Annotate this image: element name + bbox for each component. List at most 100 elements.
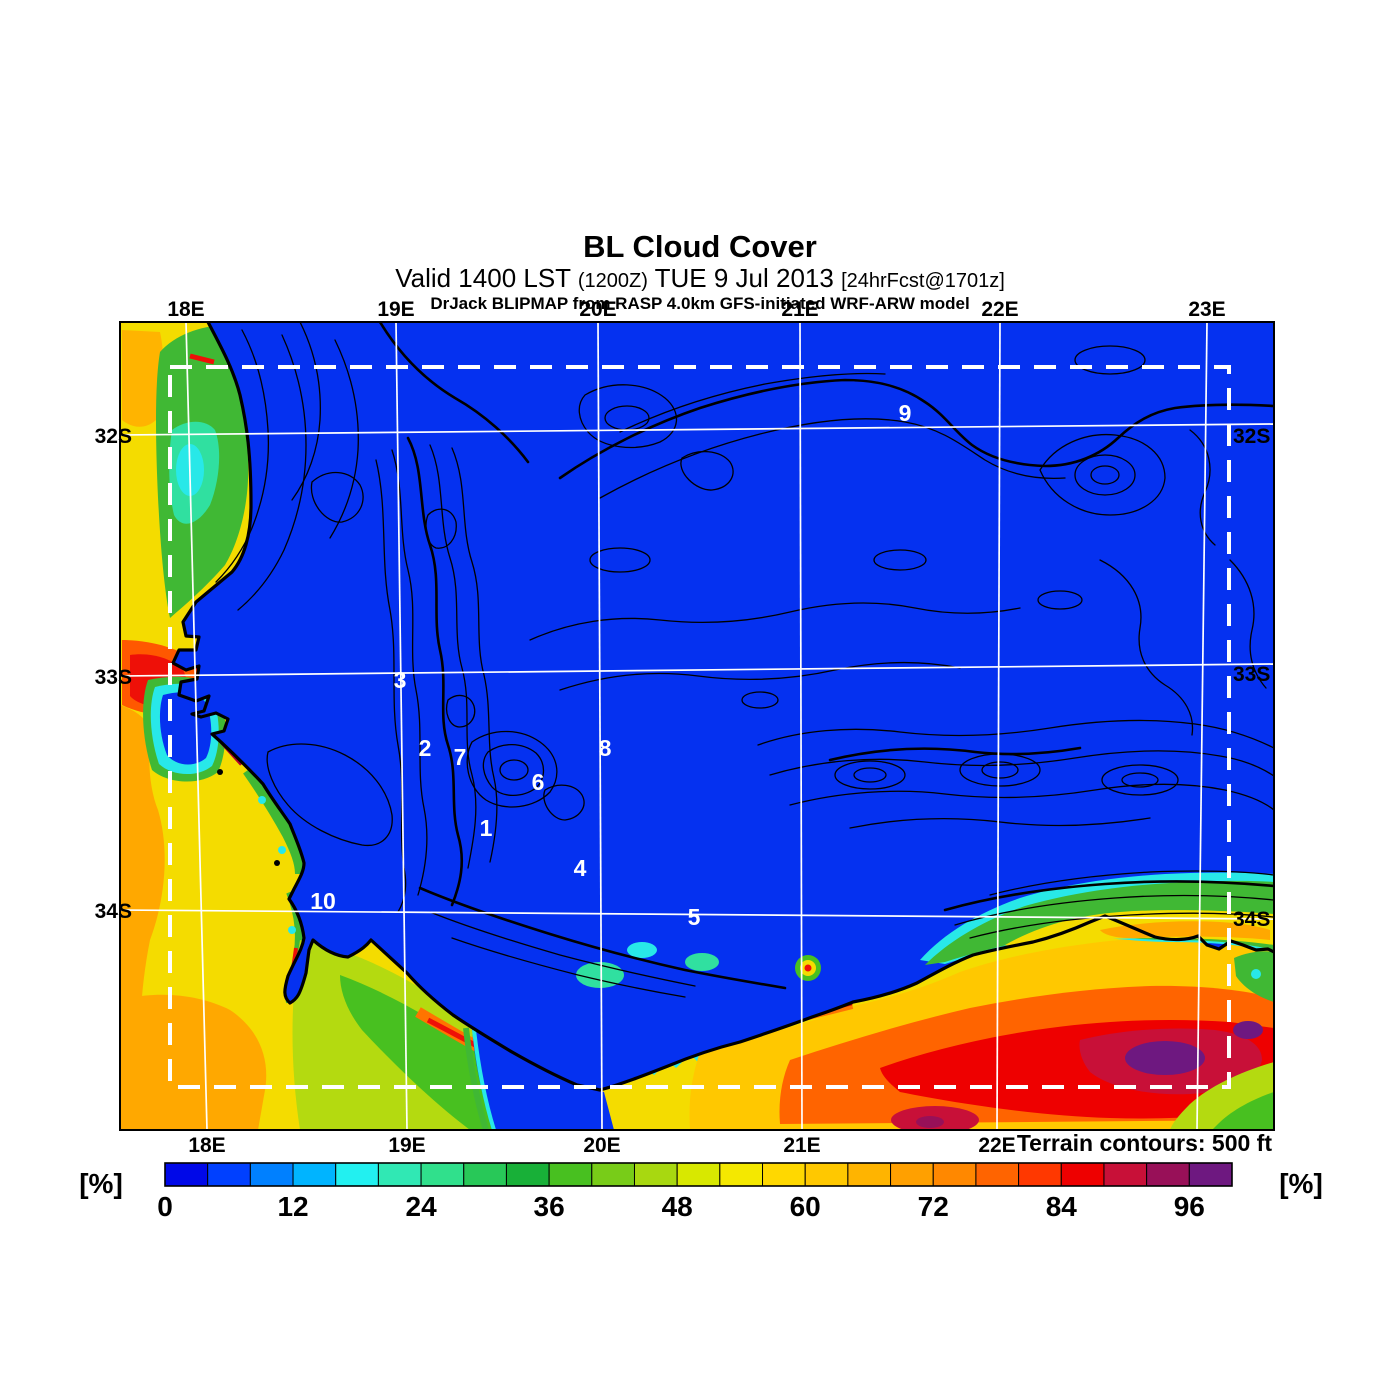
domain-boundary-box: [168, 365, 1231, 1089]
colorbar-tick-96: 96: [1174, 1191, 1205, 1222]
colorbar-tick-36: 36: [534, 1191, 565, 1222]
colorbar-tick-labels: 0 12 24 36 48 60 72 84 96: [157, 1191, 1205, 1222]
colorbar-cell: [1018, 1162, 1062, 1187]
colorbar-cell: [591, 1162, 635, 1187]
colorbar-tick-0: 0: [157, 1191, 173, 1222]
west-ocean-zones: [120, 325, 307, 1130]
island-dot: [274, 860, 280, 866]
site-number-3: 3: [394, 667, 407, 693]
axis-label-20E: 20E: [579, 298, 616, 321]
colorbar-cell: [633, 1162, 678, 1187]
axis-label-23E: 23E: [1188, 298, 1225, 321]
colorbar-cell: [762, 1162, 806, 1187]
gridline-19E: [395, 322, 408, 1130]
axis-label-18E: 18E: [167, 298, 204, 321]
gridline-32S: [120, 423, 1274, 436]
bottom-axis-labels: 18E 19E 20E 21E 22E: [188, 1134, 1015, 1157]
site-number-labels: 1 2 3 4 5 6 7 8 9 10: [310, 400, 911, 930]
axis-label-34S: 34S: [1233, 908, 1270, 931]
axis-label-34S: 34S: [95, 900, 132, 923]
colorbar-unit-left: [%]: [79, 1168, 123, 1199]
axis-label-33S: 33S: [1233, 663, 1270, 686]
colorbar-cell: [548, 1162, 593, 1187]
colorbar-cell: [975, 1162, 1020, 1187]
colorbar-cell: [890, 1162, 934, 1187]
colorbar-cell: [847, 1162, 892, 1187]
terrain-contours-note: Terrain contours: 500 ft: [1017, 1130, 1273, 1156]
island-dot: [217, 769, 223, 775]
colorbar-tick-24: 24: [406, 1191, 438, 1222]
colorbar-cell: [1146, 1162, 1190, 1187]
colorbar-unit-right: [%]: [1279, 1168, 1323, 1199]
gridline-34S: [120, 909, 1274, 920]
colorbar-cell: [335, 1162, 379, 1187]
axis-label-19E: 19E: [388, 1134, 425, 1157]
colorbar-tick-12: 12: [277, 1191, 308, 1222]
colorbar-cell: [804, 1162, 849, 1187]
left-axis-labels: 32S 33S 34S: [95, 425, 132, 923]
valid-zulu: (1200Z): [577, 270, 648, 293]
colorbar-tick-84: 84: [1046, 1191, 1078, 1222]
colorbar-tick-48: 48: [662, 1191, 693, 1222]
colorbar-cell: [505, 1162, 550, 1187]
forecast-tag: [24hrFcst@1701z]: [841, 270, 1005, 293]
top-axis-labels: 18E 19E 20E 21E 22E 23E: [167, 298, 1225, 321]
gridline-21E: [799, 322, 803, 1130]
gridline-20E: [597, 322, 603, 1130]
site-number-2: 2: [419, 735, 432, 761]
valid-date: TUE 9 Jul 2013: [654, 263, 834, 294]
colorbar-cell: [164, 1162, 209, 1187]
colorbar-cell: [207, 1162, 251, 1187]
axis-label-21E: 21E: [781, 298, 818, 321]
colorbar-border: [164, 1162, 1233, 1187]
axis-label-22E: 22E: [978, 1134, 1015, 1157]
axis-label-22E: 22E: [981, 298, 1018, 321]
colorbar-cell: [420, 1162, 465, 1187]
gridline-18E: [185, 322, 208, 1130]
colorbar-tick-72: 72: [918, 1191, 949, 1222]
colorbar-cell: [249, 1162, 294, 1187]
colorbar-cell: [377, 1162, 422, 1187]
gridline-23E: [1196, 322, 1208, 1130]
axis-label-19E: 19E: [377, 298, 414, 321]
gridline-22E: [996, 322, 1001, 1130]
site-number-4: 4: [574, 855, 587, 881]
site-number-6: 6: [532, 769, 545, 795]
page-title: BL Cloud Cover: [583, 229, 817, 264]
colorbar-cell: [719, 1162, 764, 1187]
coastline: [171, 322, 1274, 1092]
site-number-8: 8: [599, 735, 612, 761]
southwest-ocean-zones: [292, 940, 706, 1130]
colorbar-cell: [463, 1162, 507, 1187]
colorbar-cell: [1188, 1162, 1233, 1187]
model-line: DrJack BLIPMAP from RASP 4.0km GFS-initi…: [430, 294, 970, 314]
terrain-contours: [215, 322, 1274, 998]
title-block: BL Cloud Cover Valid 1400 LST (1200Z) TU…: [0, 230, 1400, 313]
colorbar-cell: [932, 1162, 977, 1187]
axis-label-32S: 32S: [1233, 425, 1270, 448]
colorbar-cell: [1103, 1162, 1148, 1187]
site-number-1: 1: [480, 815, 493, 841]
graticule: [120, 322, 1274, 1130]
gridline-33S: [120, 663, 1274, 677]
colorbar-cell: [1060, 1162, 1105, 1187]
colorbar: [164, 1162, 1233, 1187]
colorbar-cell: [676, 1162, 721, 1187]
valid-time: Valid 1400 LST: [395, 263, 571, 294]
axis-label-32S: 32S: [95, 425, 132, 448]
site-number-9: 9: [899, 400, 912, 426]
axis-label-33S: 33S: [95, 666, 132, 689]
site-number-5: 5: [688, 904, 701, 930]
axis-label-20E: 20E: [583, 1134, 620, 1157]
colorbar-tick-60: 60: [790, 1191, 821, 1222]
valid-time-line: Valid 1400 LST (1200Z) TUE 9 Jul 2013 [2…: [0, 264, 1400, 293]
map-field: 1 2 3 4 5 6 7 8 9 10: [120, 322, 1274, 1130]
site-number-10: 10: [310, 888, 336, 914]
site-number-7: 7: [454, 744, 467, 770]
axis-label-18E: 18E: [188, 1134, 225, 1157]
right-axis-labels: 32S 33S 34S: [1233, 425, 1270, 931]
axis-label-21E: 21E: [783, 1134, 820, 1157]
map-border: [119, 321, 1275, 1131]
